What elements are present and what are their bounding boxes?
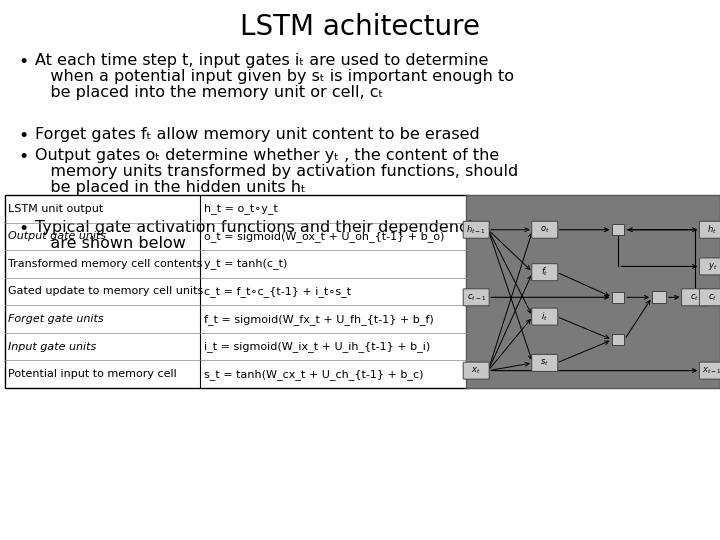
Text: •: • [18,148,28,166]
Text: $f_t$: $f_t$ [541,266,549,279]
Text: memory units transformed by activation functions, should: memory units transformed by activation f… [35,164,518,179]
Text: Forget gates fₜ allow memory unit content to be erased: Forget gates fₜ allow memory unit conten… [35,127,480,142]
Text: •: • [18,220,28,238]
Text: y_t = tanh(c_t): y_t = tanh(c_t) [204,259,287,269]
Text: At each time step t, input gates iₜ are used to determine: At each time step t, input gates iₜ are … [35,53,488,68]
Bar [466,195,720,388]
Text: c_t = f_t∘c_{t-1} + i_t∘s_t: c_t = f_t∘c_{t-1} + i_t∘s_t [204,286,351,297]
Text: be placed into the memory unit or cell, cₜ: be placed into the memory unit or cell, … [35,85,383,100]
Text: •: • [18,127,28,145]
Text: Output gates oₜ determine whether yₜ , the content of the: Output gates oₜ determine whether yₜ , t… [35,148,499,163]
Text: $y_t$: $y_t$ [708,261,717,272]
Text: $x_t$: $x_t$ [472,366,481,376]
Bar [652,291,666,303]
Text: Output gate units: Output gate units [8,231,106,241]
Text: Typical gate activation functions and their dependencies: Typical gate activation functions and th… [35,220,490,235]
Text: $s_t$: $s_t$ [540,357,549,368]
Text: be placed in the hidden units hₜ: be placed in the hidden units hₜ [35,180,306,195]
Text: are shown below: are shown below [35,236,186,251]
FancyBboxPatch shape [463,362,489,379]
FancyBboxPatch shape [532,221,558,238]
Bar [5,195,468,388]
Text: •: • [18,53,28,71]
Text: $h_t$: $h_t$ [708,224,717,236]
Text: f_t = sigmoid(W_fx_t + U_fh_{t-1} + b_f): f_t = sigmoid(W_fx_t + U_fh_{t-1} + b_f) [204,314,433,325]
Text: LSTM unit output: LSTM unit output [8,204,103,214]
Text: s_t = tanh(W_cx_t + U_ch_{t-1} + b_c): s_t = tanh(W_cx_t + U_ch_{t-1} + b_c) [204,369,423,380]
Text: $c_{t-1}$: $c_{t-1}$ [467,292,486,302]
FancyBboxPatch shape [682,289,708,306]
Text: $x_{t-1}$: $x_{t-1}$ [703,366,720,376]
FancyBboxPatch shape [699,289,720,306]
Text: i_t = sigmoid(W_ix_t + U_ih_{t-1} + b_i): i_t = sigmoid(W_ix_t + U_ih_{t-1} + b_i) [204,341,431,352]
FancyBboxPatch shape [699,362,720,379]
Text: Input gate units: Input gate units [8,342,96,352]
Text: $o_t$: $o_t$ [540,225,549,235]
Text: Gated update to memory cell units: Gated update to memory cell units [8,287,203,296]
Bar [613,334,624,345]
Text: Potential input to memory cell: Potential input to memory cell [8,369,176,379]
Text: when a potential input given by sₜ is important enough to: when a potential input given by sₜ is im… [35,69,514,84]
Text: Forget gate units: Forget gate units [8,314,104,324]
Text: o_t = sigmoid(W_ox_t + U_oh_{t-1} + b_o): o_t = sigmoid(W_ox_t + U_oh_{t-1} + b_o) [204,231,444,242]
Text: $i_t$: $i_t$ [541,310,548,323]
Text: LSTM achitecture: LSTM achitecture [240,13,480,41]
Bar [613,292,624,303]
Bar [613,224,624,235]
FancyBboxPatch shape [532,354,558,372]
FancyBboxPatch shape [532,308,558,325]
FancyBboxPatch shape [463,221,489,238]
Text: $c_t$: $c_t$ [708,292,717,302]
Text: $h_{t-1}$: $h_{t-1}$ [466,224,486,236]
FancyBboxPatch shape [463,289,489,306]
Text: h_t = o_t∘y_t: h_t = o_t∘y_t [204,204,278,214]
FancyBboxPatch shape [532,264,558,281]
Text: Transformed memory cell contents: Transformed memory cell contents [8,259,202,269]
Text: $c_t$: $c_t$ [690,292,699,302]
FancyBboxPatch shape [699,221,720,238]
FancyBboxPatch shape [699,258,720,275]
